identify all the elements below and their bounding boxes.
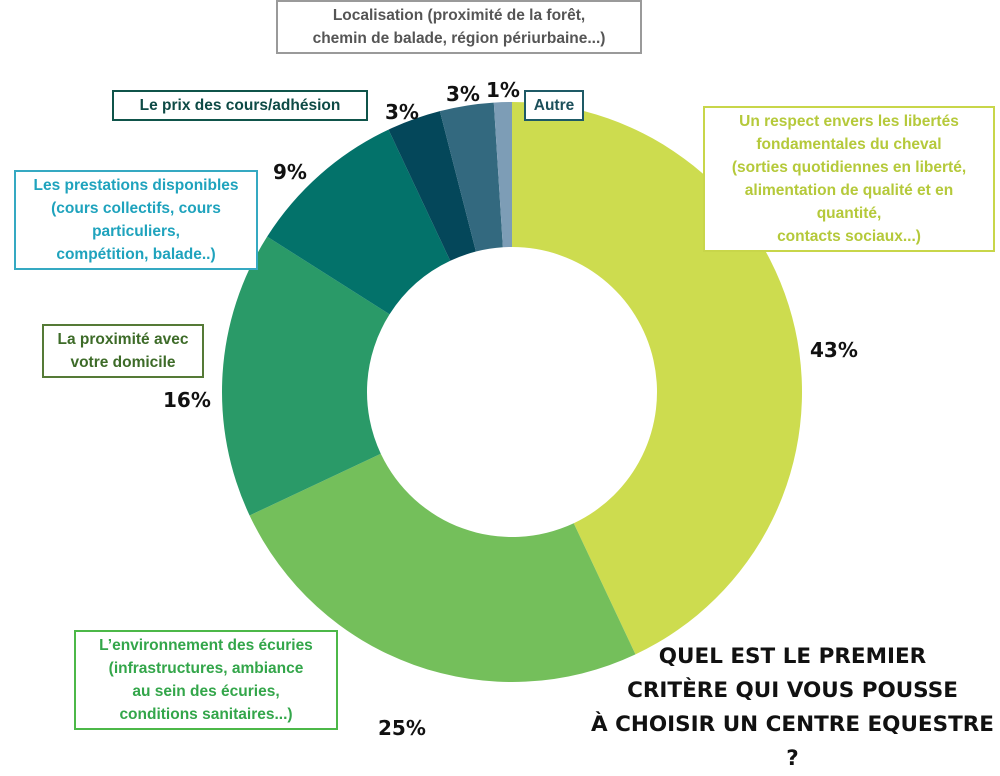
donut-slice-6 xyxy=(493,102,512,248)
data-label-5: 3% xyxy=(446,82,480,106)
donut-chart: Un respect envers les libertés fondament… xyxy=(14,0,995,771)
donut-slice-2 xyxy=(222,236,390,516)
data-label-0: 43% xyxy=(810,338,858,362)
category-label-5: Localisation (proximité de la forêt, che… xyxy=(276,0,642,54)
donut-slice-5 xyxy=(439,102,503,252)
category-label-1: L’environnement des écuries (infrastruct… xyxy=(74,630,338,730)
category-label-6: Autre xyxy=(524,90,584,121)
category-label-4: Le prix des cours/adhésion xyxy=(112,90,368,121)
donut-slice-1 xyxy=(249,453,636,682)
data-label-2: 16% xyxy=(163,388,211,412)
data-label-3: 9% xyxy=(273,160,307,184)
category-label-2: La proximité avec votre domicile xyxy=(42,324,204,378)
data-label-4: 3% xyxy=(385,100,419,124)
donut-slice-4 xyxy=(388,111,476,261)
chart-title: QUEL EST LE PREMIER CRITÈRE QUI VOUS POU… xyxy=(591,644,994,771)
donut-slice-3 xyxy=(267,129,451,315)
data-label-1: 25% xyxy=(378,716,426,740)
data-label-6: 1% xyxy=(486,78,520,102)
category-label-3: Les prestations disponibles (cours colle… xyxy=(14,170,258,270)
category-label-0: Un respect envers les libertés fondament… xyxy=(703,106,995,252)
